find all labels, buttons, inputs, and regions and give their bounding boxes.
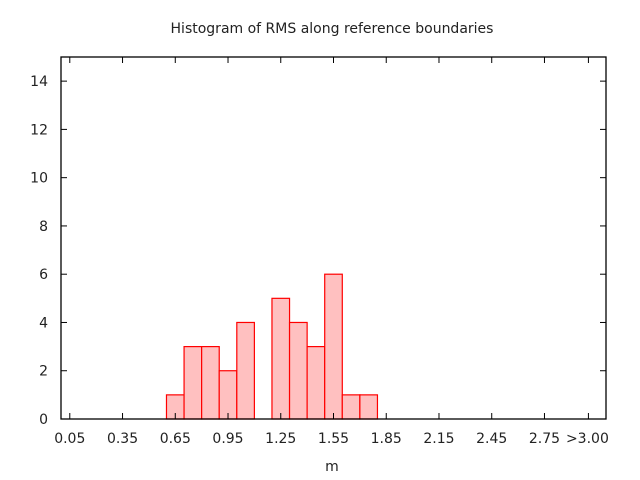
histogram-bar [271,297,291,420]
x-tick-label: >3.00 [566,431,609,447]
histogram-bar [306,346,326,420]
x-tick-label: 1.25 [265,431,296,447]
histogram-bar [288,321,308,420]
y-tick-label: 8 [39,219,48,235]
bars [165,273,379,420]
x-tick-label: 0.65 [160,431,191,447]
x-tick-label: 1.55 [318,431,349,447]
histogram-bar [201,346,220,420]
histogram-bar [359,394,379,420]
x-tick-label: 2.15 [423,431,454,447]
x-tick-label: 0.35 [107,431,138,447]
histogram-bar [324,273,343,420]
histogram-bar [218,370,238,420]
plot-frame [60,56,607,420]
histogram-bar [183,346,203,420]
y-tick-label: 0 [39,412,48,428]
x-tick-label: 2.75 [529,431,560,447]
x-tick-label: 0.05 [54,431,85,447]
x-tick-label: 0.95 [212,431,243,447]
y-tick-label: 2 [39,364,48,380]
x-tick-label: 1.85 [371,431,402,447]
axis-ticks: 0.05 0.35 0.65 0.95 1.25 1.55 1.85 2.15 2.45 2.75… [30,57,609,447]
y-tick-label: 10 [30,171,48,187]
x-tick-label: 2.45 [476,431,507,447]
histogram-bar [341,394,361,420]
chart-title: Histogram of RMS along reference boundar… [171,21,494,37]
histogram-bar [236,321,255,420]
y-tick-label: 12 [30,122,48,138]
x-axis-label: m [325,459,339,475]
y-tick-label: 4 [39,315,48,331]
y-tick-label: 14 [30,74,48,90]
y-tick-label: 6 [39,267,48,283]
